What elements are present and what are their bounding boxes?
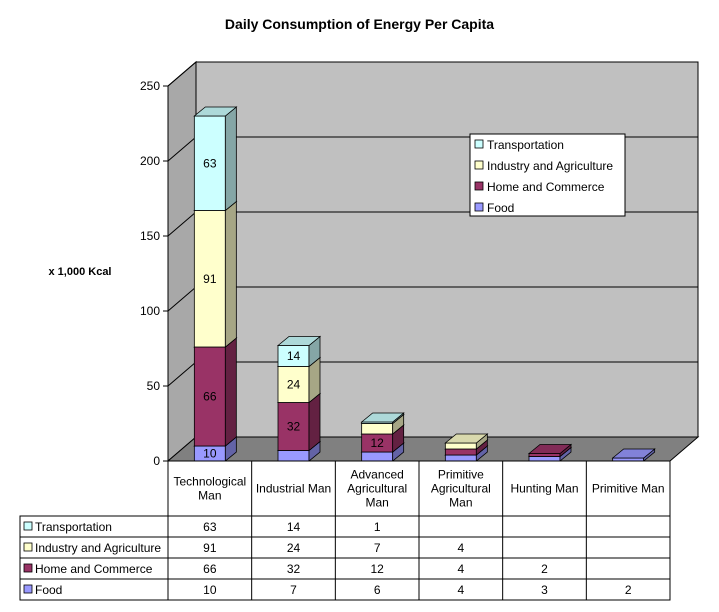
bar-segment-side: [224, 337, 237, 447]
legend-swatch: [474, 139, 484, 149]
table-cell-value: 63: [203, 520, 217, 534]
legend-swatch: [474, 181, 484, 191]
bar-segment-top: [360, 412, 405, 423]
category-label: Primitive Man: [592, 482, 665, 496]
data-label: 63: [203, 156, 217, 170]
bar-segment-top: [527, 444, 573, 454]
legend-label: Home and Commerce: [487, 180, 605, 194]
bar-segment-top: [276, 336, 322, 346]
chart-title: Daily Consumption of Energy Per Capita: [224, 16, 495, 32]
data-label: 32: [287, 420, 301, 434]
table-cell-value: 4: [457, 541, 464, 555]
legend-label: Industry and Agriculture: [487, 159, 613, 173]
table-cell-value: 7: [290, 583, 297, 597]
bar-segment-front: [193, 346, 226, 447]
table-cell-value: 4: [457, 583, 464, 597]
bar-segment-front: [277, 402, 310, 451]
table-cell-value: 32: [287, 562, 301, 576]
back-wall: [195, 61, 699, 438]
category-label: Man: [365, 496, 388, 510]
legend-key: [23, 584, 33, 594]
bar-segment-top: [444, 433, 489, 444]
table-cell-value: 1: [374, 520, 381, 534]
table-cell-value: 6: [374, 583, 381, 597]
table-cell-value: 91: [203, 541, 217, 555]
bar-segment-front: [277, 450, 310, 462]
category-label: Man: [449, 496, 472, 510]
bar-segment-top: [611, 448, 656, 459]
bar-segment-side: [308, 392, 321, 452]
table-cell-value: 12: [370, 562, 384, 576]
bar-segment-front: [528, 453, 561, 457]
table-cell-value: 4: [457, 562, 464, 576]
table-cell-value: 66: [203, 562, 217, 576]
y-tick-label: 150: [140, 229, 160, 243]
table-row-label: Transportation: [35, 520, 112, 534]
category-label: Advanced: [350, 468, 403, 482]
legend-key: [23, 563, 33, 573]
gridline: [167, 61, 698, 87]
side-wall: [167, 60, 197, 463]
bar-segment-front: [528, 456, 561, 462]
data-label: 66: [203, 390, 217, 404]
legend-swatch: [474, 160, 484, 170]
category-label: Man: [198, 489, 221, 503]
legend-label: Transportation: [487, 138, 564, 152]
table-cell-value: 14: [287, 520, 301, 534]
table-cell-value: 24: [287, 541, 301, 555]
bar-segment-top: [193, 106, 238, 117]
category-label: Technological: [173, 475, 246, 489]
data-label: 14: [287, 349, 301, 363]
y-tick-label: 100: [140, 304, 160, 318]
bar-segment-front: [193, 115, 226, 211]
category-label: Primitive: [438, 468, 484, 482]
table-cell-value: 7: [374, 541, 381, 555]
legend-label: Food: [487, 201, 514, 215]
table-cell-value: 3: [541, 583, 548, 597]
bar-segment-front: [444, 442, 477, 450]
table-cell-value: 2: [541, 562, 548, 576]
bar-segment-front: [444, 454, 477, 462]
y-tick-label: 50: [147, 379, 161, 393]
bar-segment-side: [224, 106, 237, 212]
legend-box: [469, 133, 626, 217]
table-row: [19, 578, 671, 601]
bar-segment-front: [361, 423, 394, 435]
table-row: [19, 515, 671, 538]
bar-segment-front: [361, 451, 394, 462]
data-label: 24: [287, 378, 301, 392]
legend-key: [23, 521, 33, 531]
table-cell-value: 2: [625, 583, 632, 597]
table-row-label: Home and Commerce: [35, 562, 153, 576]
legend-key: [23, 542, 33, 552]
legend-swatch: [474, 202, 484, 212]
y-tick-label: 250: [140, 79, 160, 93]
data-label: 12: [370, 436, 384, 450]
category-label: Hunting Man: [510, 482, 578, 496]
bar-segment-front: [444, 448, 477, 456]
table-cell-value: 10: [203, 583, 217, 597]
y-tick-label: 200: [140, 154, 160, 168]
bar-segment-side: [224, 200, 237, 348]
data-label: 10: [203, 447, 217, 461]
table-row-label: Industry and Agriculture: [35, 541, 161, 555]
category-label: Agricultural: [347, 482, 407, 496]
y-tick-label: 0: [153, 454, 160, 468]
bar-segment-front: [277, 366, 310, 403]
category-label: Agricultural: [431, 482, 491, 496]
data-label: 91: [203, 272, 217, 286]
category-label: Industrial Man: [256, 482, 331, 496]
table-row-label: Food: [35, 583, 62, 597]
y-axis-label: x 1,000 Kcal: [48, 266, 112, 278]
